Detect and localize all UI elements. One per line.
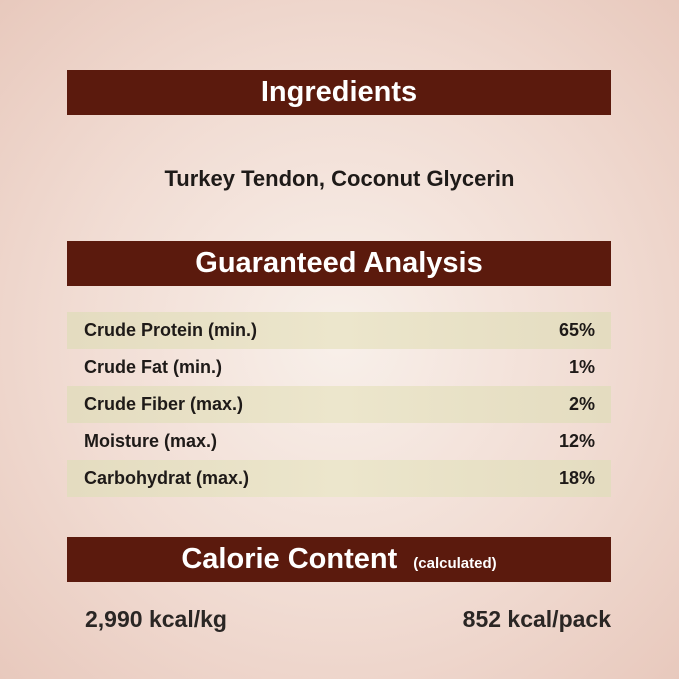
row-value: 2%	[568, 394, 595, 414]
row-label: Crude Fat (min.)	[84, 357, 222, 377]
row-label: Carbohydrat (max.)	[84, 468, 250, 488]
calorie-title: Calorie Content	[181, 543, 398, 575]
analysis-row: Crude Fiber (max.) 2%	[67, 386, 611, 423]
analysis-row: Crude Fat (min.) 1%	[67, 349, 611, 386]
row-label: Crude Fiber (max.)	[84, 394, 244, 414]
calorie-per-kg: 2,990 kcal/kg	[85, 606, 227, 632]
analysis-row: Crude Protein (min.) 65%	[67, 312, 611, 349]
ingredients-header: Ingredients	[67, 70, 611, 115]
calorie-subtitle: (calculated)	[413, 555, 497, 572]
ingredients-text: Turkey Tendon, Coconut Glycerin	[164, 166, 515, 191]
row-label: Moisture (max.)	[84, 431, 218, 451]
analysis-row: Moisture (max.) 12%	[67, 423, 611, 460]
analysis-title: Guaranteed Analysis	[195, 247, 483, 279]
row-label: Crude Protein (min.)	[84, 320, 258, 340]
ingredients-title: Ingredients	[260, 76, 418, 108]
row-value: 18%	[558, 468, 595, 488]
calorie-per-pack: 852 kcal/pack	[462, 606, 611, 632]
row-value: 65%	[558, 320, 595, 340]
analysis-header: Guaranteed Analysis	[67, 241, 611, 286]
row-value: 1%	[568, 357, 595, 377]
calorie-header: Calorie Content (calculated)	[67, 537, 611, 582]
row-value: 12%	[558, 431, 595, 451]
analysis-row: Carbohydrat (max.) 18%	[67, 460, 611, 497]
